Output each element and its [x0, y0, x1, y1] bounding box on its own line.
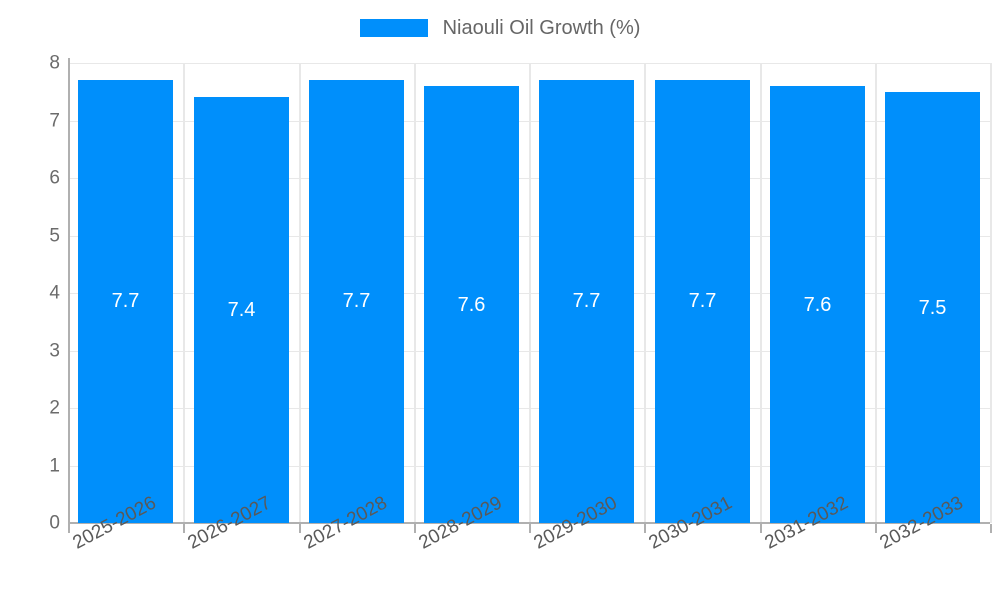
bar-data-label: 7.7 [111, 290, 140, 312]
vertical-gridline [644, 63, 646, 523]
vertical-gridline [875, 63, 877, 523]
y-axis-tick-label: 7 [49, 110, 60, 132]
vertical-gridline [760, 63, 762, 523]
vertical-gridline [183, 63, 185, 523]
x-axis-tick-mark [68, 524, 70, 533]
legend-label: Niaouli Oil Growth (%) [442, 17, 641, 39]
x-axis-tick-mark [183, 524, 185, 533]
vertical-gridline [990, 63, 992, 523]
y-axis-tick-label: 2 [49, 397, 60, 419]
y-axis-tick-label: 8 [49, 52, 60, 74]
plot-area [68, 63, 992, 524]
x-axis-tick-mark [529, 524, 531, 533]
bar-data-label: 7.4 [227, 299, 256, 321]
bar[interactable]: 7.5 [885, 92, 980, 523]
bar-data-label: 7.7 [342, 290, 371, 312]
x-axis-tick-mark [414, 524, 416, 533]
bar[interactable]: 7.7 [539, 80, 634, 523]
y-axis-tick-label: 3 [49, 340, 60, 362]
y-axis-tick-label: 6 [49, 167, 60, 189]
x-axis-tick-mark [990, 524, 992, 533]
bar[interactable]: 7.6 [770, 86, 865, 523]
bar-data-label: 7.6 [457, 294, 486, 316]
vertical-gridline [529, 63, 531, 523]
y-axis-tick-label: 5 [49, 225, 60, 247]
x-axis-tick-mark [875, 524, 877, 533]
bar[interactable]: 7.6 [424, 86, 519, 523]
x-axis-tick-mark [644, 524, 646, 533]
bar[interactable]: 7.7 [655, 80, 750, 523]
legend-item-niaouli-oil-growth[interactable]: Niaouli Oil Growth (%) [359, 17, 641, 39]
legend-square-marker-icon [359, 19, 428, 37]
vertical-gridline [414, 63, 416, 523]
bar-data-label: 7.7 [572, 290, 601, 312]
bar-series-niaouli-oil-growth: 7.7 7.4 7.7 7.6 7.7 7.7 7.6 7.5 [68, 63, 990, 523]
bar-data-label: 7.6 [803, 294, 832, 316]
bar-data-label: 7.7 [688, 290, 717, 312]
chart-legend: Niaouli Oil Growth (%) [0, 10, 1000, 46]
bar[interactable]: 7.7 [309, 80, 404, 523]
vertical-gridline [299, 63, 301, 523]
y-axis-tick-label: 1 [49, 455, 60, 477]
y-axis-labels: 8 7 6 5 4 3 2 1 0 [0, 54, 60, 533]
y-axis-line [68, 58, 70, 526]
bar-data-label: 7.5 [918, 297, 947, 319]
x-axis-tick-mark [760, 524, 762, 533]
y-axis-tick-label: 0 [49, 512, 60, 534]
bar[interactable]: 7.4 [194, 97, 289, 523]
y-axis-tick-label: 4 [49, 282, 60, 304]
bar[interactable]: 7.7 [78, 80, 173, 523]
x-axis-line [68, 522, 990, 524]
x-axis-tick-mark [299, 524, 301, 533]
